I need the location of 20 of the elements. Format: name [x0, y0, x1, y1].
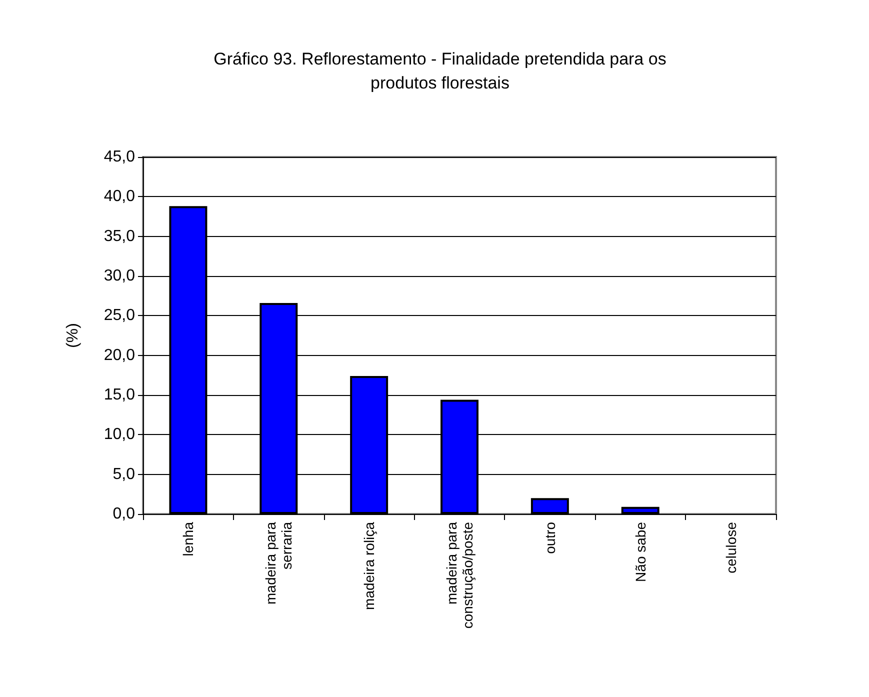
y-tick-label: 35,0	[104, 228, 136, 245]
x-tick-label: madeira para serraria	[262, 522, 295, 604]
y-tick-label: 5,0	[112, 466, 136, 483]
x-tick-label: celulose	[722, 522, 739, 574]
x-tick-label: Não sabe	[632, 522, 648, 582]
y-tick-label: 0,0	[112, 506, 136, 522]
y-tick-label: 45,0	[104, 148, 136, 166]
y-tick-label: 15,0	[104, 386, 136, 404]
y-tick-label: 30,0	[104, 268, 136, 284]
bar	[621, 506, 660, 514]
y-tick-label: 40,0	[104, 188, 136, 206]
x-tick-label: madeira roliça	[361, 522, 378, 610]
x-tick-label: outro	[542, 522, 558, 554]
x-tick-label: lenha	[180, 522, 196, 556]
y-tick-label: 10,0	[104, 426, 136, 444]
bar	[530, 498, 569, 514]
y-axis-title: (%)	[64, 323, 82, 348]
chart-title: Gráfico 93. Reflorestamento - Finalidade pretendida para os produtos florestais	[214, 50, 666, 92]
y-tick-label: 20,0	[104, 346, 136, 364]
y-tick-label: 25,0	[104, 307, 136, 324]
